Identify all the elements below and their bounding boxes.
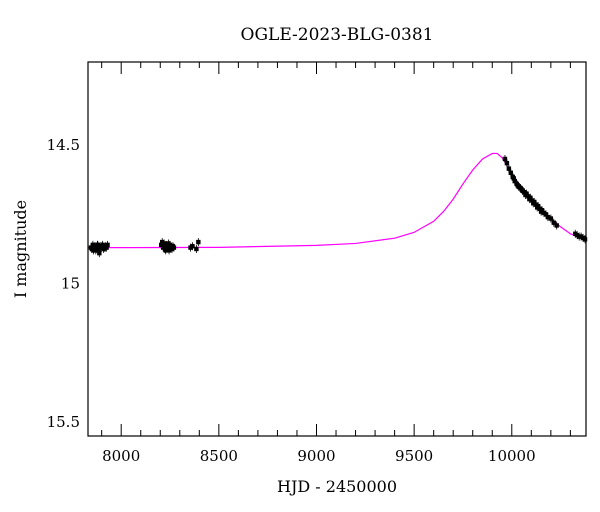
data-point [105, 242, 110, 248]
data-point [523, 192, 528, 198]
data-point [166, 241, 171, 246]
data-point [194, 246, 199, 252]
data-point [548, 216, 554, 221]
data-point [502, 156, 508, 162]
data-point [171, 245, 177, 250]
y-tick-label: 15.5 [47, 413, 80, 431]
data-point [515, 183, 520, 188]
data-point [512, 178, 517, 184]
data-point [95, 242, 100, 248]
data-point [163, 248, 168, 253]
chart-title: OGLE-2023-BLG-0381 [241, 25, 434, 45]
y-axis-label: I magnitude [11, 200, 30, 298]
data-point [99, 244, 105, 249]
data-point [527, 196, 532, 202]
data-point [519, 187, 524, 192]
data-point [508, 170, 514, 176]
x-tick-label: 8000 [102, 447, 140, 465]
y-tick-label: 14.5 [47, 136, 80, 154]
plot-area [88, 152, 588, 258]
data-point [531, 201, 536, 206]
data-point [91, 248, 96, 253]
x-tick-label: 9500 [395, 447, 433, 465]
y-tick-label: 15 [61, 275, 80, 293]
data-point [165, 245, 171, 250]
data-point [159, 242, 164, 248]
data-point [102, 245, 108, 250]
data-point [543, 212, 549, 217]
data-point [582, 237, 588, 242]
axis-tick-labels: 8000 8500 9000 9500 10000 14.5 15 15.5 [47, 136, 536, 465]
x-tick-label: 8500 [200, 447, 238, 465]
axis-ticks [101, 62, 571, 436]
data-point [506, 166, 512, 171]
data-point [551, 220, 556, 225]
data-point [511, 176, 516, 181]
data-point [190, 244, 195, 249]
model-curve [88, 152, 586, 249]
x-tick-label: 9000 [297, 447, 335, 465]
data-point [166, 248, 172, 253]
data-point [504, 160, 510, 166]
x-tick-label: 10000 [488, 447, 536, 465]
data-point [94, 246, 99, 252]
data-point [97, 250, 102, 256]
data-point [534, 205, 540, 210]
data-point [554, 223, 559, 228]
x-axis-label: HJD - 2450000 [277, 477, 397, 496]
data-point [545, 214, 551, 220]
data-point [196, 239, 201, 245]
data-point [538, 209, 544, 214]
plot-frame [87, 61, 587, 437]
